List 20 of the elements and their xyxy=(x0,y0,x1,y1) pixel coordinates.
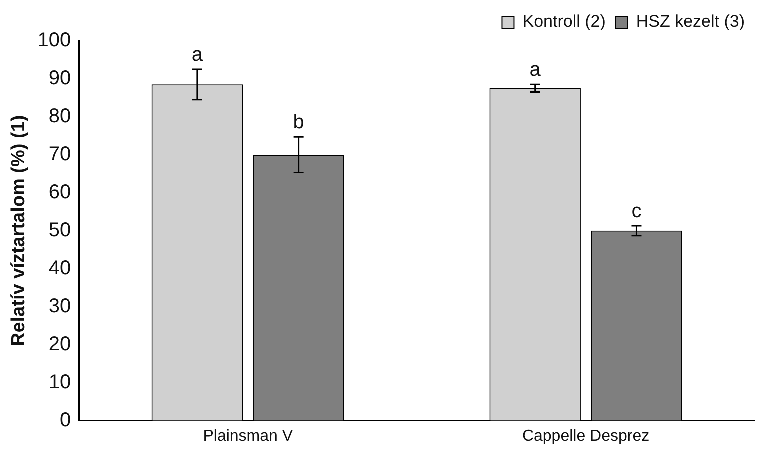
data-label: a xyxy=(192,44,204,66)
legend-label: Kontroll (2) xyxy=(522,12,606,32)
y-tick-label: 100 xyxy=(38,30,72,52)
y-tick-label: 20 xyxy=(48,333,72,356)
y-tick-label: 30 xyxy=(48,295,72,318)
legend-label: HSZ kezelt (3) xyxy=(636,12,746,32)
y-tick-label: 10 xyxy=(48,371,72,394)
y-tick-label: 40 xyxy=(48,257,72,280)
data-label: c xyxy=(632,200,642,222)
y-tick-label: 50 xyxy=(48,219,72,242)
data-label: a xyxy=(530,59,542,82)
y-tick-label: 70 xyxy=(48,143,72,166)
x-tick-label: Plainsman V xyxy=(203,428,294,445)
y-tick-label: 60 xyxy=(48,181,72,204)
data-label: b xyxy=(293,112,304,134)
x-tick-label: Cappelle Desprez xyxy=(522,428,650,445)
y-tick-label: 90 xyxy=(48,67,72,90)
y-axis-title: Relatív víztartalom (%) (1) xyxy=(8,115,30,347)
y-tick-label: 80 xyxy=(48,105,72,128)
y-tick-label: 0 xyxy=(60,409,72,432)
